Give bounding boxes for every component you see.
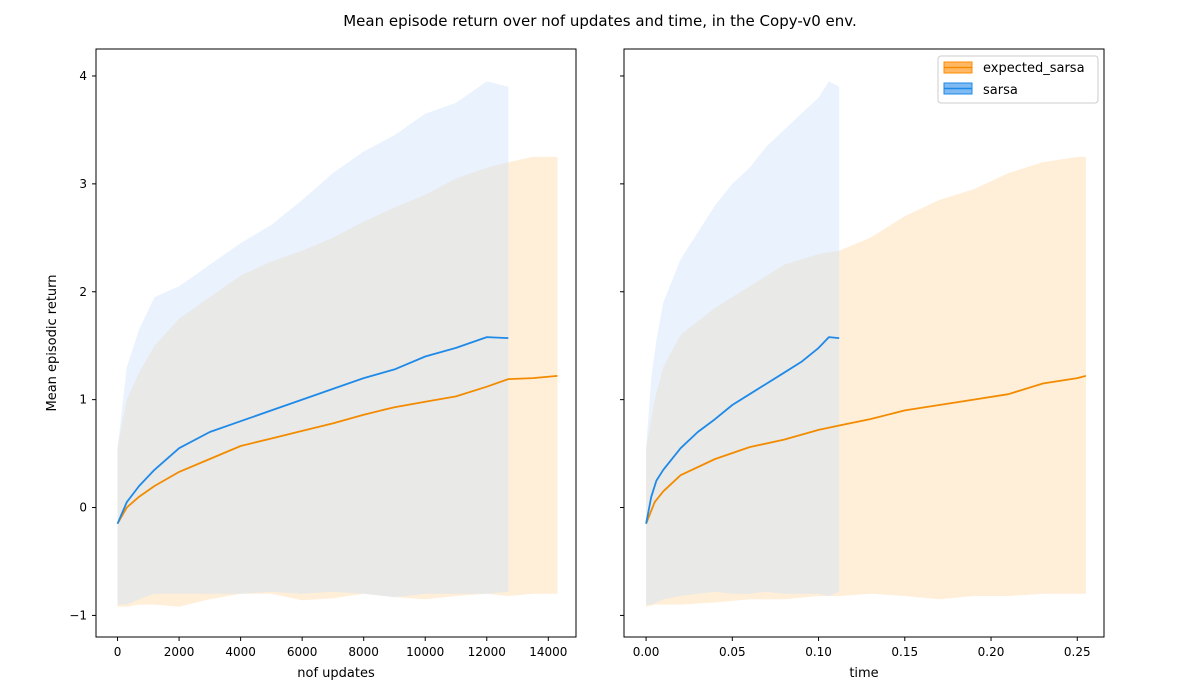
left-ytick-label: 1 (79, 393, 87, 407)
left-band-sarsa (117, 81, 509, 605)
left-xtick-label: 8000 (348, 645, 379, 659)
legend: expected_sarsa sarsa (937, 55, 1099, 104)
left-xtick-label: 10000 (406, 645, 444, 659)
right-xtick-label: 0.25 (1064, 645, 1091, 659)
right-xtick-label: 0.10 (805, 645, 832, 659)
right-panel: 0.00 0.05 0.10 0.15 0.20 0.25 time (620, 48, 1105, 681)
left-band-expected-sarsa (117, 156, 558, 607)
left-ytick-label: 4 (79, 69, 87, 83)
left-ytick-label: 3 (79, 177, 87, 191)
left-xaxis-label: nof updates (297, 666, 375, 681)
left-xtick-label: 6000 (287, 645, 318, 659)
left-ytick-label: 0 (79, 501, 87, 515)
left-line-sarsa (116, 336, 509, 525)
left-panel: 0 2000 4000 6000 8000 10000 12000 14000 −1 0 1 2 3 4 n… (45, 48, 577, 681)
right-band-expected-sarsa (646, 156, 1086, 607)
legend-label-sarsa: sarsa (983, 83, 1018, 98)
left-xtick-label: 14000 (529, 645, 567, 659)
left-ytick-label: −1 (69, 608, 87, 622)
left-xtick-label: 12000 (468, 645, 506, 659)
right-xtick-label: 0.15 (891, 645, 918, 659)
figure-title: Mean episode return over nof updates and… (343, 12, 857, 30)
right-xtick-label: 0.05 (719, 645, 746, 659)
right-xtick-label: 0.20 (978, 645, 1005, 659)
right-line-sarsa (645, 336, 840, 524)
right-band-sarsa (646, 81, 840, 605)
legend-label-expected-sarsa: expected_sarsa (983, 61, 1085, 76)
left-yaxis-label: Mean episodic return (45, 274, 60, 411)
left-axes-frame (95, 48, 577, 638)
right-xaxis-label: time (849, 666, 878, 681)
legend-frame (937, 55, 1099, 104)
right-axes-frame (623, 48, 1105, 638)
left-ytick-label: 2 (79, 285, 87, 299)
left-xtick-label: 0 (114, 645, 122, 659)
left-line-expected-sarsa (116, 375, 558, 525)
right-line-expected-sarsa (645, 375, 1087, 525)
left-xtick-label: 4000 (225, 645, 256, 659)
left-xtick-label: 2000 (164, 645, 195, 659)
right-xtick-label: 0.00 (633, 645, 660, 659)
